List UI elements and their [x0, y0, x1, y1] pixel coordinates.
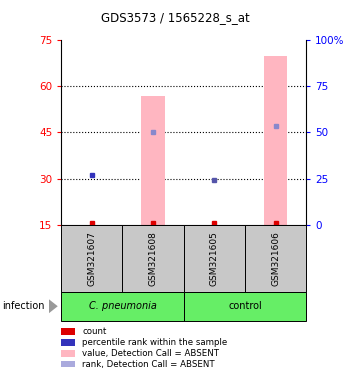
- Text: GSM321608: GSM321608: [149, 231, 158, 286]
- Text: GSM321605: GSM321605: [210, 231, 219, 286]
- Text: GSM321606: GSM321606: [271, 231, 280, 286]
- Bar: [264, 56, 287, 225]
- Text: GDS3573 / 1565228_s_at: GDS3573 / 1565228_s_at: [101, 11, 249, 24]
- Text: GSM321607: GSM321607: [88, 231, 96, 286]
- Text: C. pneumonia: C. pneumonia: [89, 301, 156, 311]
- Bar: [141, 96, 165, 225]
- Text: infection: infection: [2, 301, 44, 311]
- Text: value, Detection Call = ABSENT: value, Detection Call = ABSENT: [82, 349, 219, 358]
- Text: control: control: [228, 301, 262, 311]
- Text: percentile rank within the sample: percentile rank within the sample: [82, 338, 228, 347]
- Text: rank, Detection Call = ABSENT: rank, Detection Call = ABSENT: [82, 359, 215, 369]
- Text: count: count: [82, 327, 107, 336]
